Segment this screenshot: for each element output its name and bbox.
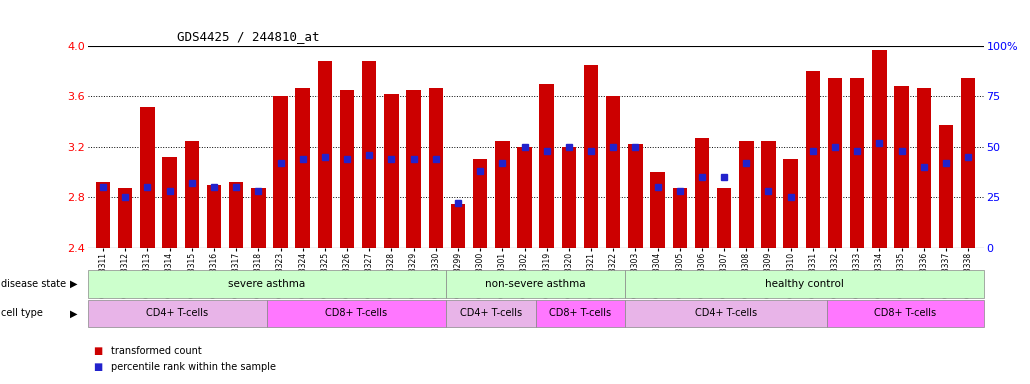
- Text: transformed count: transformed count: [111, 346, 202, 356]
- Bar: [606, 96, 620, 248]
- Text: disease state: disease state: [1, 279, 66, 289]
- Bar: [717, 189, 731, 248]
- Text: ■: ■: [93, 346, 102, 356]
- Bar: [163, 157, 177, 248]
- Text: CD8+ T-cells: CD8+ T-cells: [325, 308, 387, 318]
- Bar: [540, 84, 554, 248]
- Text: cell type: cell type: [1, 308, 43, 318]
- Bar: [229, 182, 243, 248]
- Bar: [628, 144, 643, 248]
- Bar: [340, 90, 354, 248]
- Text: CD4+ T-cells: CD4+ T-cells: [459, 308, 522, 318]
- Bar: [140, 106, 154, 248]
- Bar: [296, 88, 310, 248]
- Bar: [251, 189, 266, 248]
- Bar: [362, 61, 376, 248]
- Bar: [473, 159, 487, 248]
- Text: CD4+ T-cells: CD4+ T-cells: [146, 308, 208, 318]
- Bar: [207, 185, 221, 248]
- Text: GDS4425 / 244810_at: GDS4425 / 244810_at: [177, 30, 319, 43]
- Bar: [273, 96, 287, 248]
- Bar: [761, 141, 776, 248]
- Bar: [938, 126, 953, 248]
- Bar: [894, 86, 908, 248]
- Bar: [317, 61, 332, 248]
- Bar: [118, 189, 133, 248]
- Bar: [961, 78, 975, 248]
- Bar: [384, 94, 399, 248]
- Bar: [517, 147, 531, 248]
- Bar: [673, 189, 687, 248]
- Text: percentile rank within the sample: percentile rank within the sample: [111, 362, 276, 372]
- Bar: [872, 50, 887, 248]
- Text: severe asthma: severe asthma: [228, 279, 305, 289]
- Text: ▶: ▶: [70, 308, 78, 318]
- Bar: [88, 270, 446, 298]
- Bar: [740, 141, 754, 248]
- Bar: [625, 300, 827, 327]
- Bar: [446, 270, 625, 298]
- Bar: [96, 182, 110, 248]
- Text: CD4+ T-cells: CD4+ T-cells: [695, 308, 757, 318]
- Bar: [784, 159, 798, 248]
- Bar: [850, 78, 864, 248]
- Text: ▶: ▶: [70, 279, 78, 289]
- Bar: [451, 204, 466, 248]
- Bar: [88, 300, 267, 327]
- Bar: [407, 90, 421, 248]
- Bar: [536, 300, 625, 327]
- Bar: [561, 147, 576, 248]
- Text: ■: ■: [93, 362, 102, 372]
- Bar: [446, 300, 536, 327]
- Bar: [267, 300, 446, 327]
- Bar: [650, 172, 664, 248]
- Bar: [428, 88, 443, 248]
- Text: CD8+ T-cells: CD8+ T-cells: [549, 308, 612, 318]
- Bar: [625, 270, 984, 298]
- Bar: [495, 141, 510, 248]
- Bar: [917, 88, 931, 248]
- Bar: [828, 78, 843, 248]
- Text: CD8+ T-cells: CD8+ T-cells: [874, 308, 936, 318]
- Bar: [584, 65, 598, 248]
- Bar: [805, 71, 820, 248]
- Text: non-severe asthma: non-severe asthma: [485, 279, 586, 289]
- Text: healthy control: healthy control: [765, 279, 844, 289]
- Bar: [827, 300, 984, 327]
- Bar: [184, 141, 199, 248]
- Bar: [695, 138, 710, 248]
